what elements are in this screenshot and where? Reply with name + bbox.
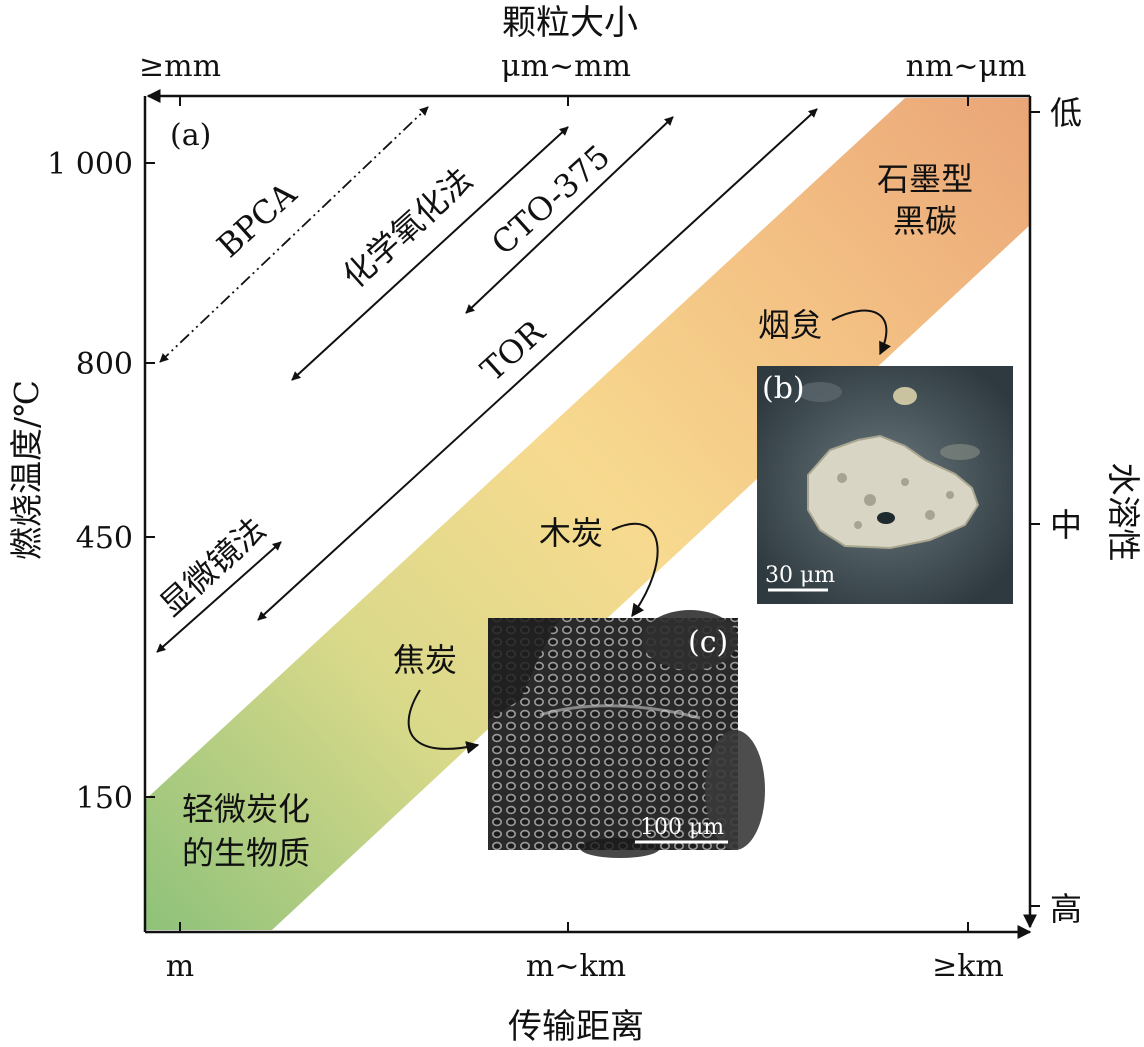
top-tick-label: μm~mm — [501, 49, 631, 84]
right-tick-label: 中 — [1050, 506, 1082, 544]
graphitic-black-carbon-label: 石墨型 — [877, 160, 973, 198]
top-ticks — [179, 96, 969, 106]
bottom-tick-label: m — [166, 949, 194, 984]
top-tick-label: nm~μm — [906, 49, 1027, 84]
inset-c-label: (c) — [688, 625, 728, 660]
top-tick-label: ≥mm — [139, 49, 221, 84]
inset-b-soot-image — [757, 366, 1013, 604]
soot-pointer — [831, 309, 891, 356]
cto-arrow — [465, 116, 674, 314]
biomass-label: 轻微炭化 — [182, 790, 310, 828]
left-tick-label: 150 — [76, 781, 133, 816]
charcoal-pointer — [611, 522, 659, 618]
top-axis-title: 颗粒大小 — [502, 3, 638, 43]
right-axis-title: 水溶性 — [1104, 463, 1143, 562]
biomass-label: 的生物质 — [182, 834, 310, 872]
bpca-label: BPCA — [210, 174, 305, 265]
inset-c-char-image — [488, 610, 765, 858]
right-tick-label: 高 — [1050, 890, 1082, 928]
cto-label: CTO-375 — [484, 137, 617, 262]
microscope-arrow — [156, 541, 282, 653]
microscope-label: 显微镜法 — [152, 510, 273, 624]
soot-label: 烟炱 — [758, 306, 822, 344]
graphitic-black-carbon-label: 黑碳 — [893, 202, 957, 240]
right-ticks — [1030, 111, 1040, 907]
inset-b-label: (b) — [762, 371, 805, 406]
left-tick-label: 1 000 — [47, 147, 133, 182]
bottom-ticks — [179, 922, 969, 932]
right-tick-label: 低 — [1050, 94, 1082, 132]
inset-b-scale-label: 30 μm — [765, 563, 835, 588]
charcoal-label: 木炭 — [539, 514, 603, 552]
bottom-axis-title: 传输距离 — [508, 1007, 644, 1047]
char-label: 焦炭 — [393, 641, 457, 679]
panel-label: (a) — [170, 118, 211, 153]
bottom-tick-label: m~km — [526, 949, 626, 984]
tor-label: TOR — [473, 312, 552, 389]
tor-arrow — [257, 108, 818, 621]
left-ticks — [145, 162, 155, 798]
left-tick-label: 450 — [76, 521, 133, 556]
left-tick-label: 800 — [76, 347, 133, 382]
inset-c-scale-label: 100 μm — [640, 815, 724, 840]
bottom-tick-label: ≥km — [932, 949, 1004, 984]
char-pointer — [407, 689, 480, 754]
left-axis-title: 燃烧温度/℃ — [7, 380, 46, 560]
